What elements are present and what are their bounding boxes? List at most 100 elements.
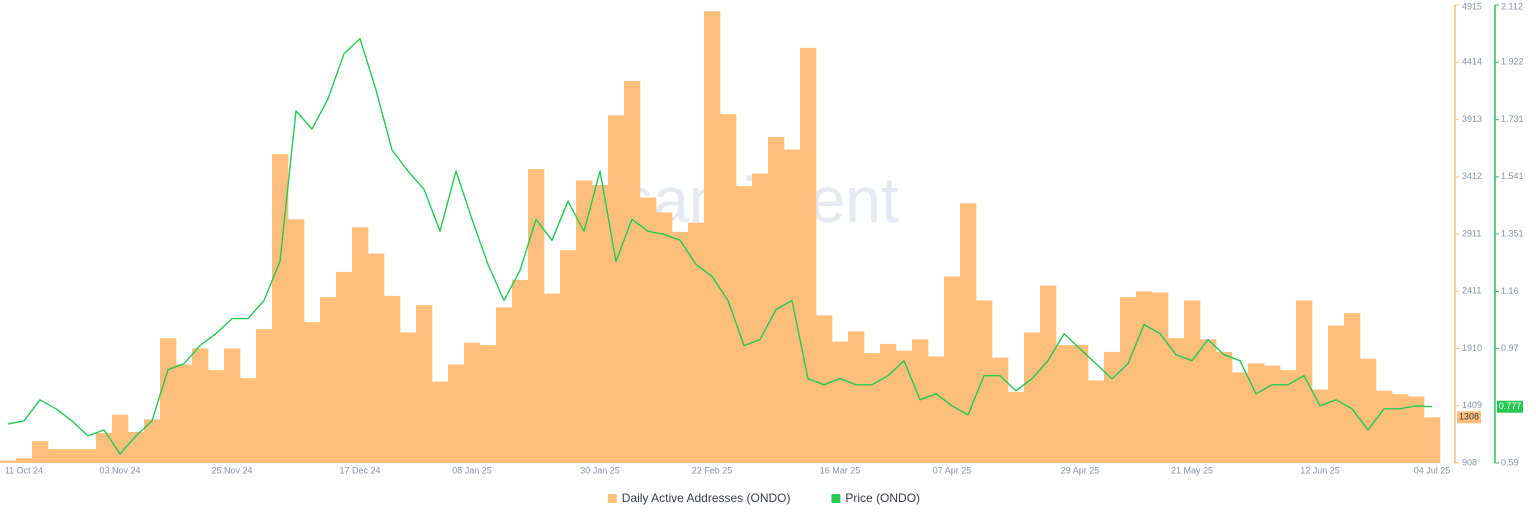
- y-tick-label: 4915: [1462, 1, 1482, 11]
- bar: [576, 180, 593, 464]
- last-value-tag: [1457, 411, 1481, 424]
- y-tick-label: 908: [1462, 457, 1477, 467]
- bar: [304, 322, 321, 463]
- y-tick-label: 3412: [1462, 171, 1482, 181]
- bar: [1216, 351, 1233, 463]
- bar: [1008, 391, 1025, 463]
- x-tick-label: 17 Dec 24: [339, 465, 380, 475]
- last-value-label: 1308: [1459, 412, 1479, 422]
- y-tick-label: 2411: [1462, 286, 1481, 296]
- x-tick-label: 25 Nov 24: [211, 465, 252, 475]
- bar: [1408, 396, 1425, 463]
- y-tick-label: 2911: [1462, 228, 1481, 238]
- x-tick-label: 12 Jun 25: [1300, 465, 1340, 475]
- bar: [352, 227, 369, 463]
- bar: [1312, 389, 1329, 463]
- bar: [1376, 390, 1393, 463]
- bar: [736, 186, 753, 463]
- bar: [928, 356, 945, 463]
- bar: [752, 173, 769, 463]
- bar: [1232, 372, 1249, 463]
- bar: [240, 378, 257, 463]
- bar: [464, 342, 481, 463]
- bar: [336, 271, 353, 463]
- x-tick-label: 07 Apr 25: [933, 465, 972, 475]
- bar: [496, 307, 513, 463]
- bar: [1168, 338, 1185, 463]
- bar: [1424, 417, 1441, 463]
- bar: [96, 433, 113, 463]
- bar: [864, 353, 881, 463]
- y2-tick-label: 1.16: [1501, 286, 1519, 296]
- bar: [144, 419, 161, 463]
- bar: [1344, 313, 1361, 463]
- bar: [80, 449, 97, 463]
- bar: [784, 149, 801, 463]
- bar: [64, 449, 81, 463]
- bar: [848, 331, 865, 463]
- bar: [0, 460, 17, 463]
- bar: [944, 276, 961, 463]
- bar: [624, 81, 641, 463]
- bar: [16, 458, 33, 463]
- bar: [1392, 394, 1409, 463]
- bar: [688, 222, 705, 463]
- bar: [32, 441, 49, 463]
- y2-tick-label: 0.59: [1501, 457, 1519, 467]
- y-tick-label: 4414: [1462, 57, 1482, 67]
- y2-tick-label: 0.97: [1501, 343, 1519, 353]
- bar: [768, 137, 785, 463]
- y2-tick-label: 1.922: [1501, 57, 1524, 67]
- bar: [1024, 332, 1041, 463]
- bar: [992, 357, 1009, 463]
- bar: [912, 339, 929, 463]
- bar: [1088, 380, 1105, 463]
- bar: [192, 348, 209, 463]
- y2-tick-label: 1.351: [1501, 228, 1524, 238]
- x-tick-label: 11 Oct 24: [5, 465, 43, 475]
- bar: [656, 212, 673, 463]
- x-tick-label: 03 Nov 24: [99, 465, 140, 475]
- bar: [880, 343, 897, 463]
- bar: [544, 293, 561, 463]
- bar: [1264, 365, 1281, 463]
- bar: [480, 345, 497, 463]
- bar: [176, 364, 193, 463]
- y2-tick-label: 1.541: [1501, 171, 1524, 181]
- bar: [1104, 351, 1121, 463]
- bar: [800, 47, 817, 464]
- bar: [1072, 345, 1089, 463]
- bar: [416, 305, 433, 463]
- bar: [1184, 300, 1201, 463]
- bar: [368, 253, 385, 463]
- bar: [320, 297, 337, 463]
- bar: [384, 295, 401, 463]
- bar: [1248, 363, 1265, 463]
- bar: [400, 332, 417, 463]
- bar: [592, 185, 609, 463]
- bar: [1280, 370, 1297, 463]
- bar: [1056, 345, 1073, 463]
- bar: [960, 203, 977, 463]
- bar: [528, 169, 545, 464]
- x-tick-label: 16 Mar 25: [820, 465, 861, 475]
- bar: [288, 219, 305, 463]
- bar: [448, 364, 465, 463]
- bar: [896, 350, 913, 463]
- bar: [1120, 297, 1137, 463]
- last-value-label: 0.777: [1499, 401, 1522, 411]
- bar: [208, 370, 225, 463]
- bar: [1296, 300, 1313, 463]
- x-tick-label: 21 May 25: [1171, 465, 1213, 475]
- bar: [816, 315, 833, 463]
- x-tick-label: 08 Jan 25: [452, 465, 492, 475]
- legend-label: Daily Active Addresses (ONDO): [622, 491, 791, 505]
- x-tick-label: 22 Feb 25: [692, 465, 733, 475]
- bar: [256, 329, 273, 463]
- bar: [1136, 291, 1153, 463]
- bar: [512, 279, 529, 463]
- bar: [1200, 339, 1217, 463]
- price-line: [7, 38, 1433, 455]
